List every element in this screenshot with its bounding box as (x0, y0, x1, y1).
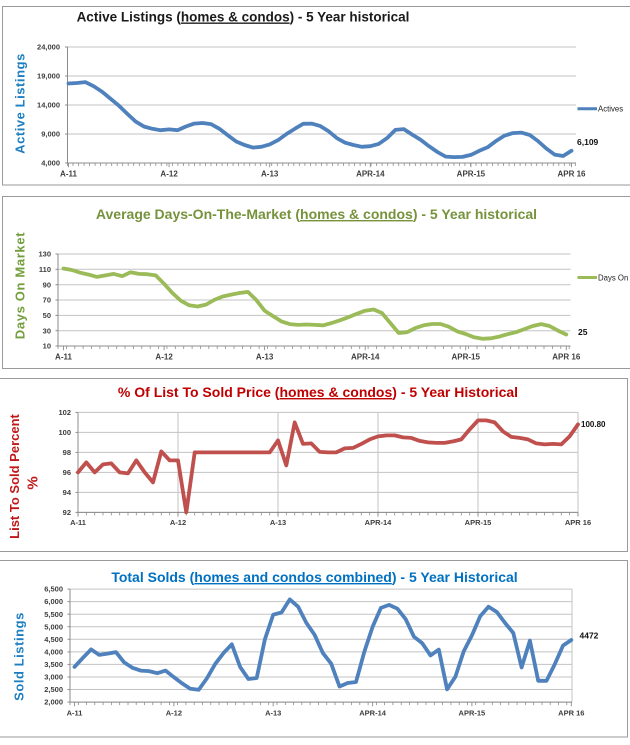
svg-text:5,500: 5,500 (44, 610, 63, 619)
svg-text:Actives: Actives (598, 105, 623, 114)
svg-text:96: 96 (63, 468, 71, 477)
svg-text:A-12: A-12 (166, 709, 182, 718)
svg-text:110: 110 (39, 265, 51, 274)
svg-text:% Of List To Sold Price (homes: % Of List To Sold Price (homes & condos)… (118, 384, 518, 400)
svg-text:6,000: 6,000 (44, 597, 63, 606)
svg-text:A-11: A-11 (67, 709, 83, 718)
svg-text:A-11: A-11 (60, 170, 77, 179)
svg-text:25: 25 (578, 327, 588, 337)
svg-text:APR 16: APR 16 (552, 353, 581, 362)
svg-text:Days On Market: Days On Market (13, 232, 28, 339)
svg-text:APR-14: APR-14 (356, 170, 385, 179)
svg-text:APR 16: APR 16 (558, 709, 584, 718)
svg-text:6,109: 6,109 (577, 137, 599, 147)
svg-text:A-13: A-13 (261, 170, 279, 179)
svg-text:Active Listings: Active Listings (13, 53, 28, 154)
svg-text:A-12: A-12 (160, 170, 178, 179)
svg-text:A-11: A-11 (55, 353, 72, 362)
svg-text:4,000: 4,000 (44, 648, 63, 657)
svg-text:APR-15: APR-15 (451, 353, 480, 362)
svg-text:Average Days-On-The-Market (ho: Average Days-On-The-Market (homes & cond… (96, 206, 537, 222)
svg-text:98: 98 (63, 448, 71, 457)
svg-text:A-13: A-13 (256, 353, 274, 362)
svg-text:Sold Listings: Sold Listings (12, 612, 27, 701)
svg-text:A-11: A-11 (70, 518, 86, 527)
svg-text:90: 90 (43, 280, 51, 289)
svg-text:6,500: 6,500 (44, 585, 63, 594)
svg-text:A-13: A-13 (270, 518, 286, 527)
svg-text:92: 92 (63, 508, 71, 517)
svg-text:3,000: 3,000 (44, 673, 63, 682)
svg-text:4,500: 4,500 (44, 635, 63, 644)
svg-text:100.80: 100.80 (581, 420, 606, 429)
svg-text:Days On: Days On (598, 273, 628, 282)
svg-text:30: 30 (43, 326, 51, 335)
svg-text:4,000: 4,000 (41, 159, 60, 168)
svg-text:List To Sold Percent: List To Sold Percent (7, 413, 22, 538)
svg-text:94: 94 (63, 488, 72, 497)
svg-text:5,000: 5,000 (44, 622, 63, 631)
svg-text:9,000: 9,000 (41, 130, 60, 139)
svg-text:2,500: 2,500 (44, 685, 63, 694)
svg-text:APR-14: APR-14 (359, 709, 387, 718)
svg-text:102: 102 (58, 408, 71, 417)
svg-text:APR-15: APR-15 (459, 709, 486, 718)
svg-text:50: 50 (43, 311, 51, 320)
svg-text:APR 16: APR 16 (557, 170, 586, 179)
svg-text:24,000: 24,000 (37, 43, 60, 52)
svg-text:10: 10 (43, 342, 51, 351)
svg-text:2,000: 2,000 (44, 698, 63, 707)
svg-text:3,500: 3,500 (44, 660, 63, 669)
svg-text:A-12: A-12 (155, 353, 173, 362)
svg-text:%: % (25, 476, 42, 489)
svg-text:100: 100 (58, 428, 71, 437)
svg-text:14,000: 14,000 (37, 101, 60, 110)
svg-text:A-12: A-12 (170, 518, 186, 527)
svg-text:Active Listings (homes & condo: Active Listings (homes & condos) - 5 Yea… (77, 10, 410, 25)
svg-text:4472: 4472 (580, 631, 599, 641)
svg-text:19,000: 19,000 (37, 72, 60, 81)
svg-text:70: 70 (43, 296, 51, 305)
svg-text:A-13: A-13 (265, 709, 281, 718)
svg-text:APR-15: APR-15 (465, 518, 492, 527)
svg-text:Total Solds (homes and condos: Total Solds (homes and condos combined) … (111, 569, 517, 585)
svg-text:APR-14: APR-14 (365, 518, 393, 527)
svg-text:APR-14: APR-14 (351, 353, 380, 362)
svg-text:130: 130 (38, 250, 51, 259)
svg-text:APR-15: APR-15 (457, 170, 486, 179)
svg-text:APR 16: APR 16 (565, 518, 591, 527)
